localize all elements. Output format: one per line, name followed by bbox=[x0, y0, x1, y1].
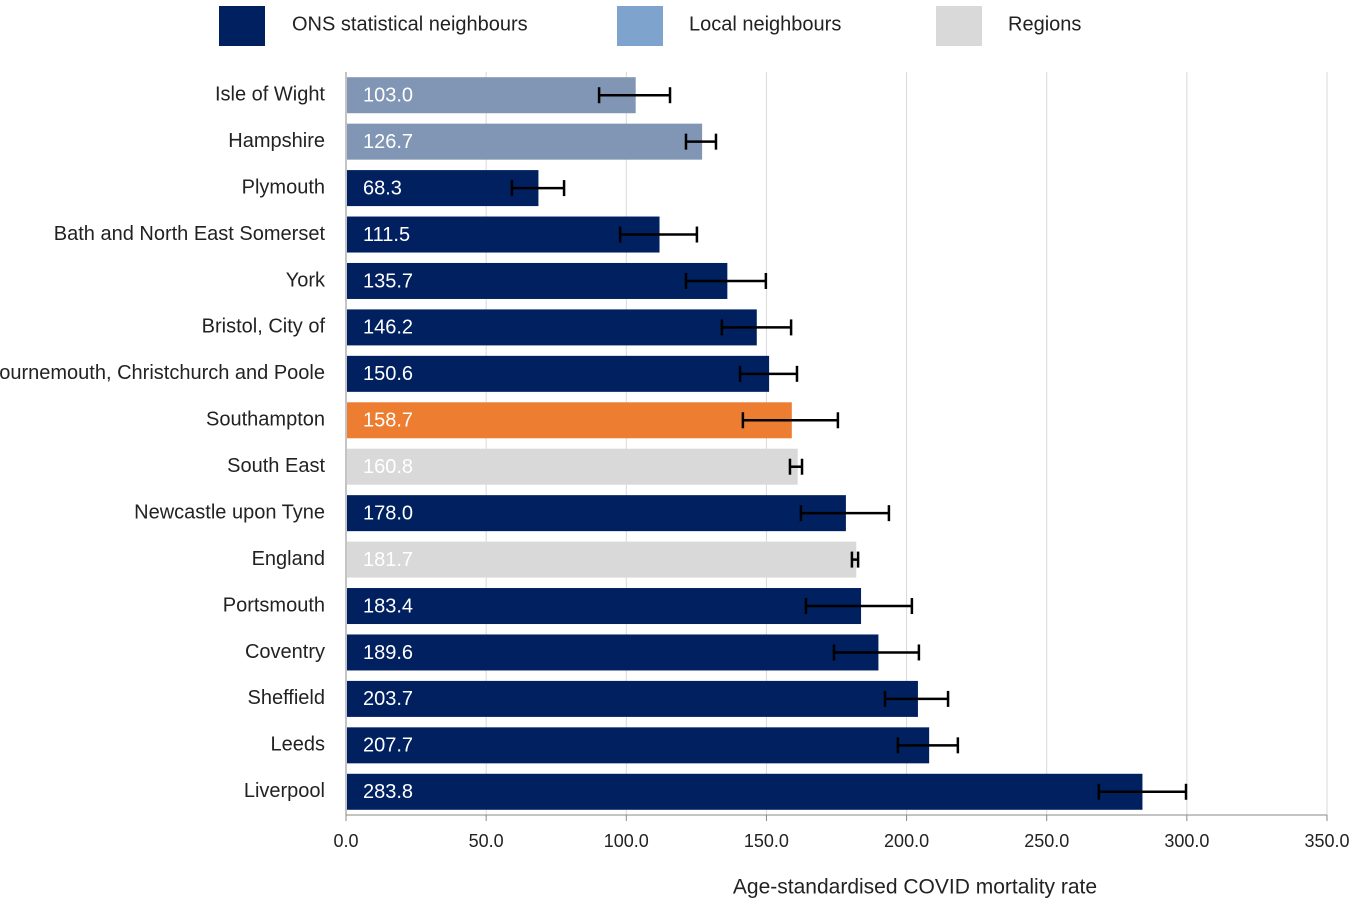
bar bbox=[347, 448, 798, 485]
category-label: Bath and North East Somerset bbox=[54, 223, 326, 245]
bar bbox=[347, 634, 879, 671]
x-tick-label: 250.0 bbox=[1024, 831, 1069, 851]
bar bbox=[347, 262, 728, 299]
value-label: 146.2 bbox=[363, 317, 413, 339]
x-tick-label: 0.0 bbox=[333, 831, 358, 851]
category-label: Portsmouth bbox=[223, 594, 325, 616]
bar bbox=[347, 773, 1143, 810]
legend-swatch bbox=[617, 6, 663, 46]
value-label: 150.6 bbox=[363, 363, 413, 385]
bar bbox=[347, 588, 862, 625]
category-label: Sheffield bbox=[248, 687, 325, 709]
value-label: 203.7 bbox=[363, 688, 413, 710]
category-label: England bbox=[252, 548, 325, 570]
bar bbox=[347, 216, 660, 253]
bar bbox=[347, 541, 857, 578]
category-label: Plymouth bbox=[242, 176, 325, 198]
bar bbox=[347, 309, 757, 346]
x-tick-label: 150.0 bbox=[744, 831, 789, 851]
legend-swatch bbox=[936, 6, 982, 46]
category-label: Bournemouth, Christchurch and Poole bbox=[0, 362, 325, 384]
x-tick-label: 100.0 bbox=[604, 831, 649, 851]
value-label: 207.7 bbox=[363, 735, 413, 757]
category-label: York bbox=[286, 269, 326, 291]
bar bbox=[347, 495, 846, 532]
bar bbox=[347, 680, 918, 717]
value-label: 183.4 bbox=[363, 595, 413, 617]
x-axis-label: Age-standardised COVID mortality rate bbox=[733, 876, 1097, 899]
value-label: 111.5 bbox=[363, 224, 410, 246]
legend-label: ONS statistical neighbours bbox=[292, 13, 528, 35]
value-label: 178.0 bbox=[363, 502, 413, 524]
category-label: Coventry bbox=[245, 641, 325, 663]
legend-swatch bbox=[219, 6, 265, 46]
category-label: Leeds bbox=[271, 734, 326, 756]
legend-label: Regions bbox=[1008, 13, 1081, 35]
category-label: Southampton bbox=[206, 409, 325, 431]
value-label: 68.3 bbox=[363, 177, 402, 199]
category-label: Isle of Wight bbox=[215, 84, 325, 106]
category-label: Bristol, City of bbox=[202, 316, 326, 338]
value-label: 283.8 bbox=[363, 781, 413, 803]
value-label: 135.7 bbox=[363, 270, 413, 292]
bar bbox=[347, 123, 703, 160]
x-tick-label: 50.0 bbox=[469, 831, 504, 851]
category-label: Liverpool bbox=[244, 780, 325, 802]
category-label: Newcastle upon Tyne bbox=[134, 501, 325, 523]
x-tick-label: 300.0 bbox=[1164, 831, 1209, 851]
bar bbox=[347, 355, 770, 392]
value-label: 158.7 bbox=[363, 410, 413, 432]
legend-label: Local neighbours bbox=[689, 13, 841, 35]
value-label: 181.7 bbox=[363, 549, 413, 571]
value-label: 126.7 bbox=[363, 131, 413, 153]
bar bbox=[347, 727, 930, 764]
x-tick-label: 200.0 bbox=[884, 831, 929, 851]
bar bbox=[347, 77, 636, 114]
x-tick-label: 350.0 bbox=[1304, 831, 1349, 851]
category-label: Hampshire bbox=[228, 130, 325, 152]
value-label: 189.6 bbox=[363, 642, 413, 664]
value-label: 103.0 bbox=[363, 85, 413, 107]
bar bbox=[347, 402, 792, 439]
category-label: South East bbox=[227, 455, 325, 477]
value-label: 160.8 bbox=[363, 456, 413, 478]
bar bbox=[347, 170, 539, 207]
